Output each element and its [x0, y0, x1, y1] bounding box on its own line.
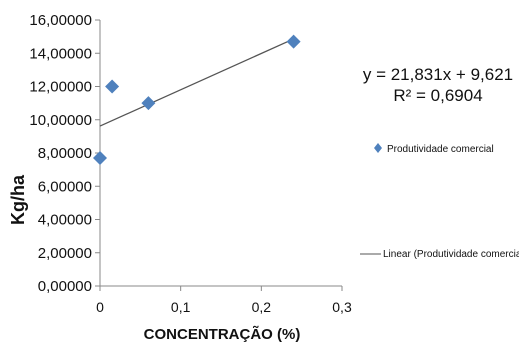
x-axis-title: CONCENTRAÇÃO (%): [144, 325, 301, 343]
trendline-equation: y = 21,831x + 9,621: [363, 65, 513, 84]
data-points: [93, 34, 301, 165]
y-tick-label: 16,00000: [29, 12, 92, 29]
x-tick-label: 0,3: [332, 299, 352, 315]
legend: Produtividade comercial Linear (Produtiv…: [360, 143, 519, 260]
legend-item-scatter: Produtividade comercial: [374, 143, 494, 155]
y-tick-label: 2,00000: [38, 245, 92, 262]
y-tick-label: 6,00000: [38, 178, 92, 195]
legend-label-scatter: Produtividade comercial: [387, 144, 494, 155]
legend-diamond-marker: [374, 143, 382, 153]
y-tick-label: 14,00000: [29, 45, 92, 62]
y-tick-label: 12,00000: [29, 79, 92, 96]
x-axis-ticks: 0 0,1 0,2 0,3: [96, 286, 352, 315]
data-point: [141, 96, 156, 111]
y-tick-label: 8,00000: [38, 145, 92, 162]
x-tick-label: 0,1: [171, 299, 191, 315]
data-point: [105, 79, 120, 94]
x-tick-label: 0: [96, 299, 104, 315]
trendline: [99, 38, 294, 127]
trendline-layer: [99, 38, 294, 127]
y-tick-label: 4,00000: [38, 212, 92, 229]
data-point: [93, 150, 107, 165]
legend-item-trendline: Linear (Produtividade comercial): [360, 249, 519, 260]
y-axis-title: Kg/ha: [8, 174, 28, 225]
r-squared-label: R² = 0,6904: [393, 86, 482, 105]
y-axis-ticks: 0,00000 2,00000 4,00000 6,00000 8,00000 10,00…: [29, 12, 100, 295]
axes: [99, 20, 342, 287]
x-tick-label: 0,2: [252, 299, 272, 315]
y-tick-label: 10,00000: [29, 112, 92, 129]
y-tick-label: 0,00000: [38, 278, 92, 295]
legend-label-trendline: Linear (Produtividade comercial): [383, 249, 519, 260]
data-point: [286, 34, 301, 49]
